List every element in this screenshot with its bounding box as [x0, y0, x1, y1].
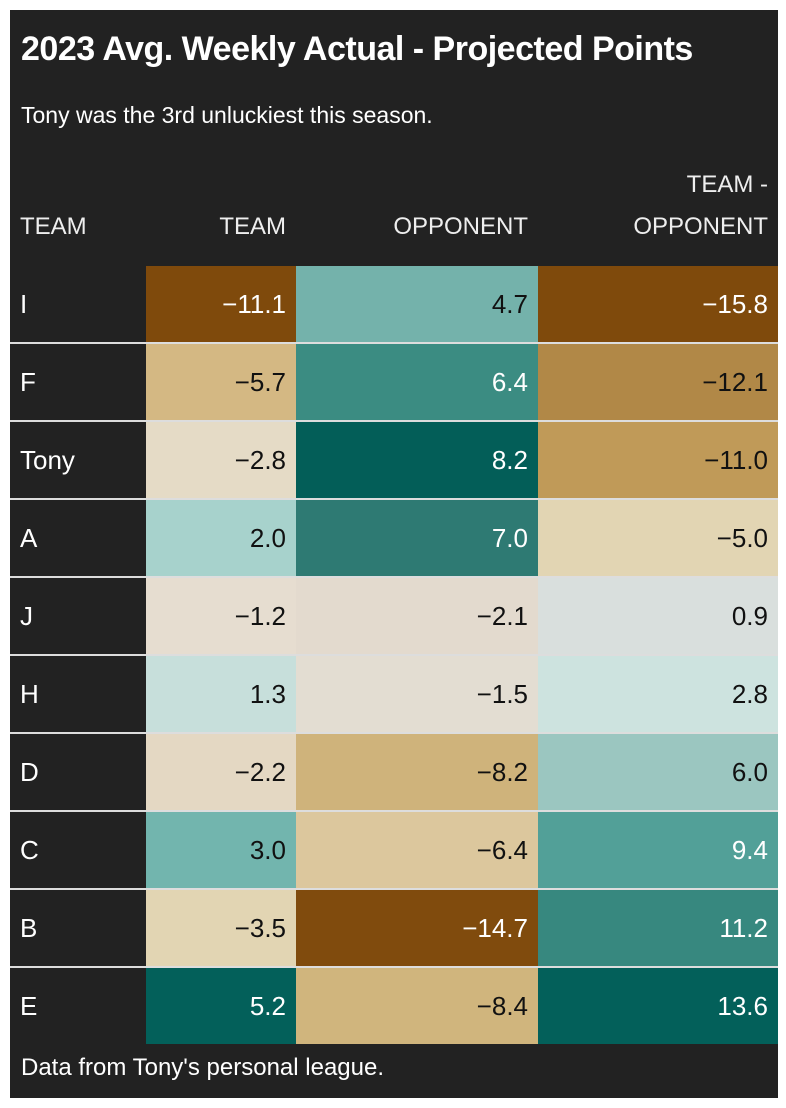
value-cell: −1.5 — [296, 654, 538, 733]
team-cell: Tony — [10, 420, 146, 499]
row: C 3.0 −6.4 9.4 — [10, 810, 778, 889]
title: 2023 Avg. Weekly Actual - Projected Poin… — [21, 30, 693, 68]
value-cell: −3.5 — [146, 888, 296, 967]
table: TEAM TEAM OPPONENT TEAM - OPPONENT I −11.1 4.… — [10, 158, 778, 1044]
value-cell: 2.0 — [146, 498, 296, 577]
team-cell: A — [10, 498, 146, 577]
value-cell: −12.1 — [538, 342, 778, 421]
value-cell: 2.8 — [538, 654, 778, 733]
value-cell: 0.9 — [538, 576, 778, 655]
team-cell: H — [10, 654, 146, 733]
row: B −3.5 −14.7 11.2 — [10, 888, 778, 967]
row: D −2.2 −8.2 6.0 — [10, 732, 778, 811]
value-cell: −2.8 — [146, 420, 296, 499]
column-header: OPPONENT — [296, 158, 538, 265]
value-cell: 3.0 — [146, 810, 296, 889]
value-cell: 4.7 — [296, 260, 538, 343]
value-cell: 8.2 — [296, 420, 538, 499]
team-cell: B — [10, 888, 146, 967]
column-header: TEAM - OPPONENT — [538, 158, 778, 265]
value-cell: 6.4 — [296, 342, 538, 421]
row: F −5.7 6.4 −12.1 — [10, 342, 778, 421]
row: I −11.1 4.7 −15.8 — [10, 260, 778, 343]
team-cell: E — [10, 966, 146, 1044]
value-cell: −14.7 — [296, 888, 538, 967]
value-cell: −5.0 — [538, 498, 778, 577]
value-cell: 6.0 — [538, 732, 778, 811]
value-cell: 13.6 — [538, 966, 778, 1044]
header-row: TEAM TEAM OPPONENT TEAM - OPPONENT — [10, 158, 778, 265]
value-cell: 11.2 — [538, 888, 778, 967]
value-cell: −15.8 — [538, 260, 778, 343]
value-cell: −2.2 — [146, 732, 296, 811]
row: Tony −2.8 8.2 −11.0 — [10, 420, 778, 499]
row: J −1.2 −2.1 0.9 — [10, 576, 778, 655]
footer-note: Data from Tony's personal league. — [21, 1054, 385, 1081]
value-cell: 5.2 — [146, 966, 296, 1044]
value-cell: −6.4 — [296, 810, 538, 889]
team-cell: C — [10, 810, 146, 889]
team-cell: D — [10, 732, 146, 811]
team-cell: F — [10, 342, 146, 421]
column-header: TEAM — [146, 158, 296, 265]
row: E 5.2 −8.4 13.6 — [10, 966, 778, 1044]
panel: 2023 Avg. Weekly Actual - Projected Poin… — [10, 10, 778, 1098]
column-header: TEAM — [10, 158, 146, 265]
value-cell: −11.0 — [538, 420, 778, 499]
team-cell: I — [10, 260, 146, 343]
value-cell: −8.4 — [296, 966, 538, 1044]
team-cell: J — [10, 576, 146, 655]
value-cell: −2.1 — [296, 576, 538, 655]
row: A 2.0 7.0 −5.0 — [10, 498, 778, 577]
row: H 1.3 −1.5 2.8 — [10, 654, 778, 733]
value-cell: 7.0 — [296, 498, 538, 577]
value-cell: 1.3 — [146, 654, 296, 733]
value-cell: −11.1 — [146, 260, 296, 343]
value-cell: −1.2 — [146, 576, 296, 655]
subtitle: Tony was the 3rd unluckiest this season. — [21, 102, 433, 128]
value-cell: 9.4 — [538, 810, 778, 889]
value-cell: −5.7 — [146, 342, 296, 421]
value-cell: −8.2 — [296, 732, 538, 811]
